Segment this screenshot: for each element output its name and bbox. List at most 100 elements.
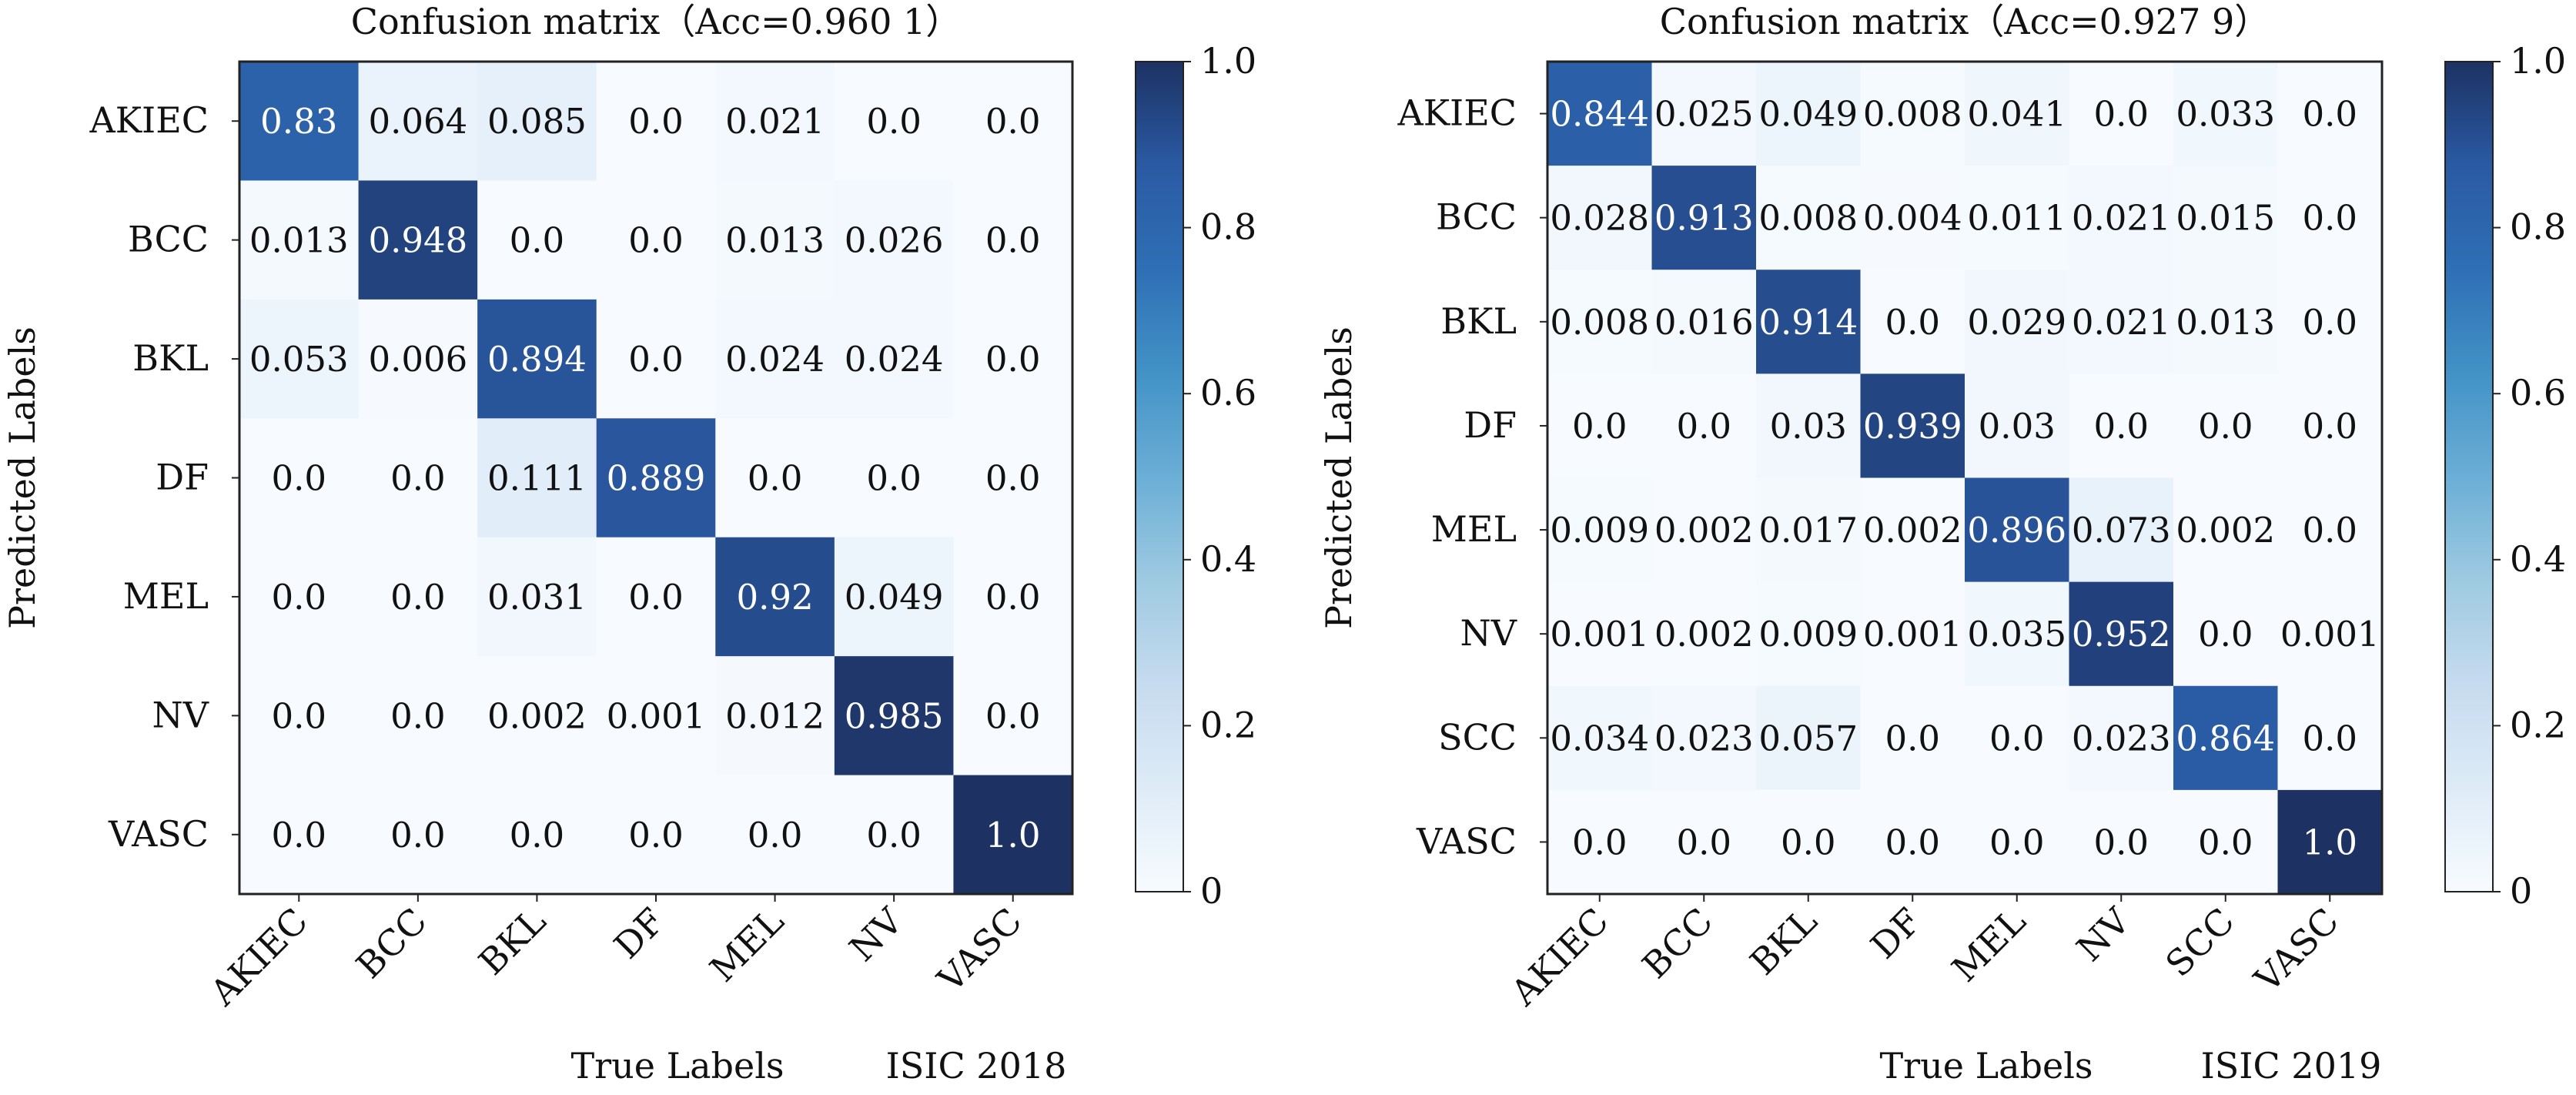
- heatmap-cell: [2277, 373, 2383, 478]
- cell-value-label: 0.0: [2302, 94, 2357, 135]
- heatmap-cell: [1965, 789, 2069, 895]
- heatmap-cell: [953, 537, 1073, 657]
- cell-value-label: 0.026: [845, 220, 944, 261]
- heatmap-cell: [834, 299, 954, 419]
- heatmap-cell: [1756, 270, 1861, 374]
- cell-value-label: 0.009: [1550, 510, 1649, 551]
- cell-value-label: 0.0: [271, 695, 326, 736]
- cell-value-label: 0.034: [1550, 718, 1649, 758]
- heatmap-cell: [2069, 373, 2174, 478]
- cell-value-label: 0.0: [2302, 510, 2357, 551]
- heatmap-cell: [1756, 685, 1861, 791]
- heatmap-cell: [1860, 789, 1965, 895]
- heatmap-cell: [2069, 270, 2174, 374]
- heatmap-cell: [953, 299, 1073, 419]
- heatmap-cell: [715, 775, 835, 895]
- heatmap-cell: [2277, 581, 2383, 687]
- cell-value-label: 0.0: [1781, 822, 1836, 862]
- heatmap-cell: [953, 62, 1073, 181]
- cell-value-label: 0.0: [2302, 198, 2357, 239]
- cell-value-label: 0.03: [1770, 406, 1847, 447]
- colorbar-tick-label: 0: [1200, 870, 1223, 912]
- cell-value-label: 0.0: [2198, 614, 2253, 655]
- cell-value-label: 0.864: [2176, 718, 2275, 758]
- cell-value-label: 0.002: [1863, 510, 1962, 551]
- heatmap-cell: [477, 418, 597, 538]
- heatmap-cell: [596, 656, 716, 776]
- cell-value-label: 0.053: [249, 339, 349, 380]
- cell-value-label: 0.939: [1863, 406, 1962, 447]
- heatmap-cell: [834, 537, 954, 657]
- cell-value-label: 0.0: [2198, 822, 2253, 862]
- heatmap-cell: [477, 299, 597, 419]
- heatmap-cell: [2277, 477, 2383, 583]
- heatmap-cell: [1547, 166, 1652, 270]
- cell-value-label: 0.0: [1676, 406, 1731, 447]
- heatmap-cell: [2173, 270, 2278, 374]
- heatmap-cell: [834, 62, 954, 181]
- heatmap-cell: [2173, 789, 2278, 895]
- heatmap-cell: [2069, 62, 2174, 166]
- heatmap-cell: [953, 418, 1073, 538]
- heatmap-cell: [715, 656, 835, 776]
- colorbar-tick-label: 1.0: [1200, 40, 1256, 82]
- heatmap-cell: [1651, 373, 1757, 478]
- cell-value-label: 0.0: [985, 458, 1041, 499]
- heatmap-cell: [2277, 270, 2383, 374]
- y-tick-label: VASC: [1416, 820, 1517, 862]
- heatmap-cell: [2069, 581, 2174, 687]
- heatmap-cell: [1547, 477, 1652, 583]
- cell-value-label: 0.0: [628, 339, 684, 380]
- y-axis-label: Predicted Labels: [2, 326, 43, 629]
- heatmap-cell: [2277, 166, 2383, 270]
- heatmap-cell: [596, 537, 716, 657]
- cell-value-label: 0.0: [2198, 406, 2253, 447]
- colorbar-tick-label: 0.6: [1200, 372, 1256, 414]
- cell-value-label: 0.008: [1863, 94, 1962, 135]
- cell-value-label: 0.028: [1550, 198, 1649, 239]
- heatmap-cell: [358, 180, 478, 300]
- cell-value-label: 0.03: [1979, 406, 2056, 447]
- cell-value-label: 0.033: [2176, 94, 2275, 135]
- colorbar-tick-label: 0.2: [2510, 704, 2566, 745]
- heatmap-cell: [358, 656, 478, 776]
- dataset-caption: ISIC 2019: [2201, 1045, 2382, 1087]
- heatmap-cell: [358, 418, 478, 538]
- cell-value-label: 0.0: [271, 577, 326, 618]
- cell-value-label: 0.0: [1572, 406, 1628, 447]
- cell-value-label: 0.0: [1885, 822, 1940, 862]
- colorbar-tick-label: 0: [2510, 870, 2532, 912]
- heatmap-cell: [2277, 62, 2383, 166]
- cell-value-label: 0.008: [1550, 302, 1649, 343]
- y-tick-label: DF: [1464, 404, 1517, 446]
- heatmap-cell: [1756, 166, 1861, 270]
- heatmap-cell: [1965, 685, 2069, 791]
- cell-value-label: 0.0: [748, 458, 803, 499]
- cell-value-label: 0.83: [260, 101, 337, 142]
- cell-value-label: 0.985: [845, 695, 944, 736]
- heatmap-cell: [2173, 373, 2278, 478]
- heatmap-cell: [2069, 166, 2174, 270]
- heatmap-cell: [715, 418, 835, 538]
- heatmap-cell: [477, 62, 597, 181]
- heatmap-cell: [2277, 789, 2383, 895]
- heatmap-cell: [1651, 166, 1757, 270]
- cell-value-label: 0.0: [985, 339, 1041, 380]
- cell-value-label: 0.012: [725, 695, 825, 736]
- cell-value-label: 0.001: [607, 695, 706, 736]
- cell-value-label: 0.017: [1758, 510, 1858, 551]
- cell-value-label: 0.041: [1967, 94, 2066, 135]
- cell-value-label: 0.009: [1758, 614, 1858, 655]
- y-tick-label: MEL: [1431, 508, 1517, 550]
- cell-value-label: 0.021: [725, 101, 825, 142]
- cell-value-label: 0.0: [985, 695, 1041, 736]
- cell-value-label: 0.002: [2176, 510, 2275, 551]
- heatmap-cell: [239, 180, 360, 300]
- dataset-caption: ISIC 2018: [886, 1045, 1067, 1087]
- cell-value-label: 0.085: [487, 101, 587, 142]
- heatmap-cell: [1547, 581, 1652, 687]
- cell-value-label: 0.0: [271, 458, 326, 499]
- y-tick-label: MEL: [123, 575, 209, 617]
- cell-value-label: 0.913: [1654, 198, 1754, 239]
- cell-value-label: 0.0: [390, 695, 446, 736]
